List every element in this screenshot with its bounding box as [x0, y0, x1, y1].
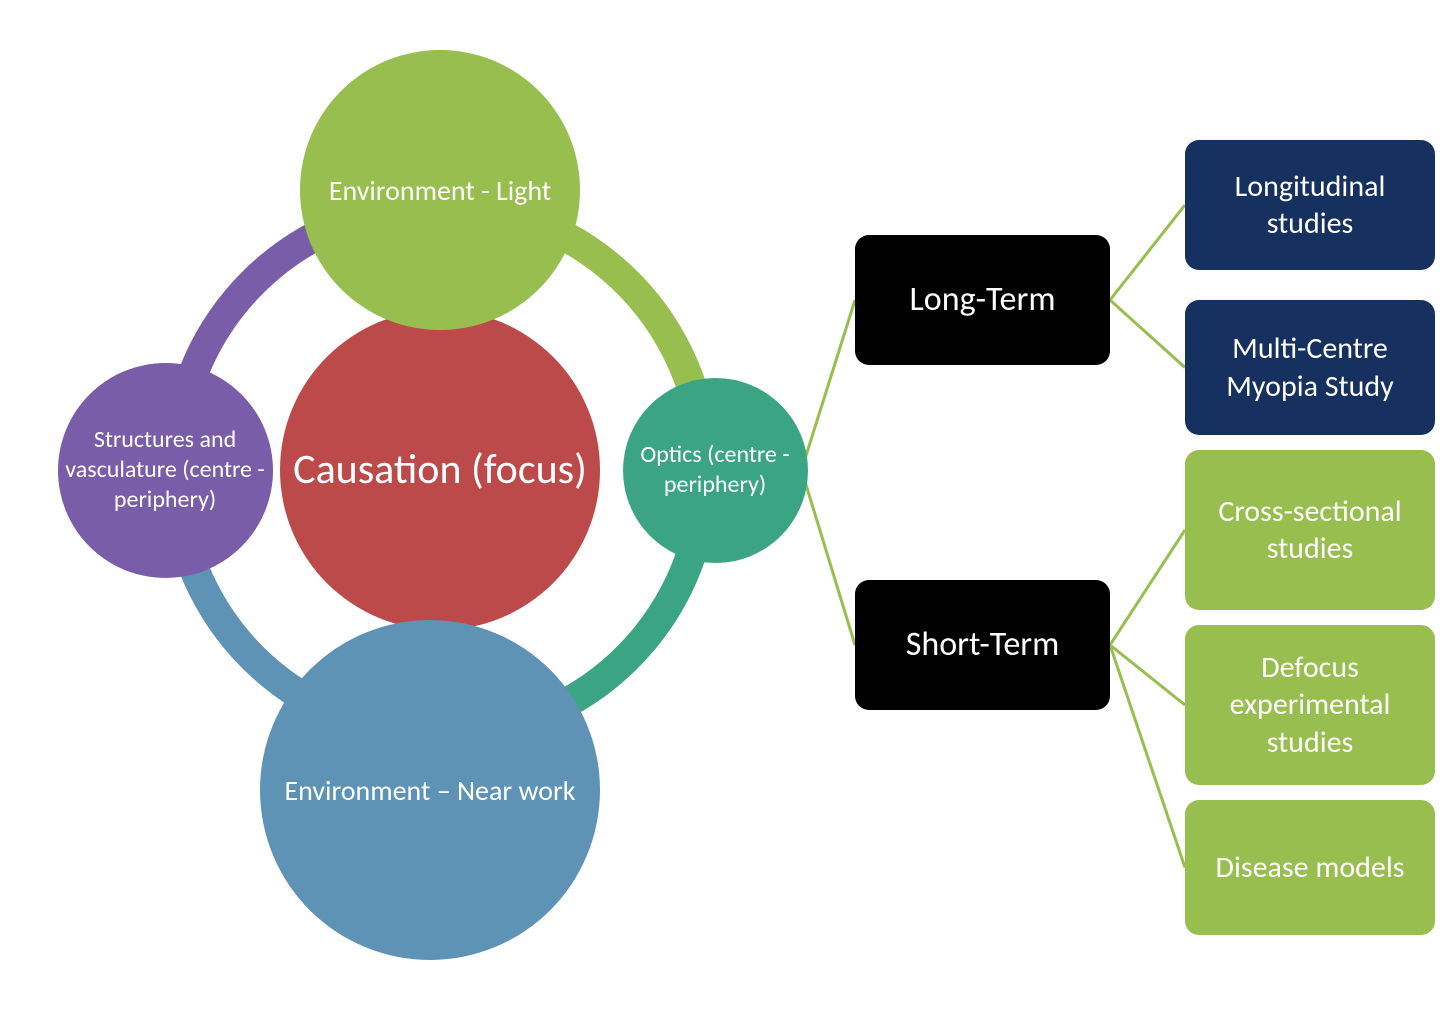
leaf-box-multi-centre: Multi-Centre Myopia Study [1185, 300, 1435, 435]
term-box-label: Short-Term [902, 620, 1064, 671]
connector-line [1110, 645, 1185, 868]
connector-line [802, 300, 856, 470]
connector-line [1110, 645, 1185, 705]
term-box-short-term: Short-Term [855, 580, 1110, 710]
leaf-box-label: Longitudinal studies [1185, 164, 1435, 247]
connector-line [1110, 205, 1185, 300]
leaf-box-disease-models: Disease models [1185, 800, 1435, 935]
center-node-label: Causation (focus) [289, 440, 591, 501]
connector-line [1110, 300, 1185, 368]
leaf-box-label: Cross-sectional studies [1185, 489, 1435, 572]
leaf-box-label: Multi-Centre Myopia Study [1185, 326, 1435, 409]
leaf-box-label: Disease models [1212, 845, 1409, 891]
diagram-stage: Causation (focus) Environment - Light Opti… [0, 0, 1447, 1027]
term-box-label: Long-Term [906, 275, 1060, 326]
orbit-node-env-near: Environment – Near work [260, 620, 600, 960]
orbit-node-label: Environment – Near work [280, 769, 579, 812]
connector-line [802, 470, 856, 645]
orbit-node-label: Environment - Light [325, 169, 555, 212]
orbit-node-label: Structures and vasculature (centre - per… [58, 421, 273, 519]
orbit-node-label: Optics (centre - periphery) [623, 436, 808, 504]
center-node-causation: Causation (focus) [280, 310, 600, 630]
term-box-long-term: Long-Term [855, 235, 1110, 365]
leaf-box-label: Defocus experimental studies [1185, 645, 1435, 766]
orbit-node-env-light: Environment - Light [300, 50, 580, 330]
leaf-box-longitudinal: Longitudinal studies [1185, 140, 1435, 270]
connector-line [1110, 530, 1185, 645]
leaf-box-cross-sectional: Cross-sectional studies [1185, 450, 1435, 610]
orbit-node-structures: Structures and vasculature (centre - per… [58, 363, 273, 578]
orbit-node-optics: Optics (centre - periphery) [623, 378, 808, 563]
leaf-box-defocus: Defocus experimental studies [1185, 625, 1435, 785]
